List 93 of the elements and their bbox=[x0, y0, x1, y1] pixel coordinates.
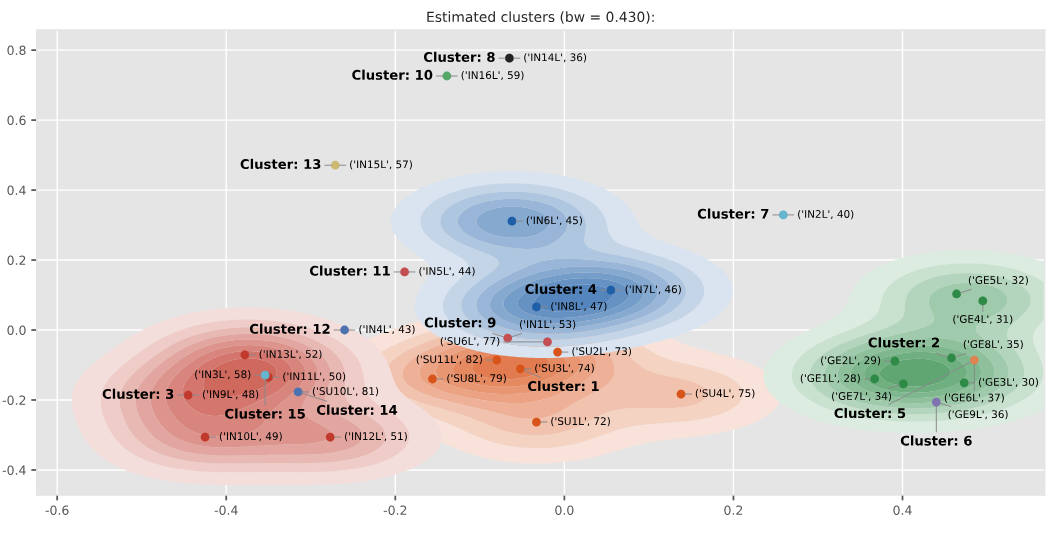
point bbox=[959, 378, 969, 388]
point bbox=[340, 325, 349, 335]
point bbox=[969, 355, 979, 365]
point bbox=[778, 210, 788, 220]
point bbox=[183, 390, 193, 400]
annotation: ('GE4L', 31) bbox=[953, 314, 1013, 325]
x-tick-label: -0.2 bbox=[383, 505, 407, 515]
annotation: Cluster: 1 bbox=[528, 380, 599, 392]
point bbox=[325, 432, 335, 442]
point bbox=[200, 432, 210, 442]
annotation: ('GE9L', 36) bbox=[948, 410, 1008, 420]
x-tick-label: 0.2 bbox=[724, 505, 743, 515]
point bbox=[442, 71, 452, 81]
annotation: ('IN8L', 47) bbox=[551, 301, 607, 312]
annotation: ('SU3L', 74) bbox=[535, 363, 594, 374]
point bbox=[931, 397, 941, 407]
annotation: ('GE1L', 28) bbox=[800, 373, 860, 384]
y-tick-label: -0.2 bbox=[2, 395, 26, 405]
annotation: Cluster: 12 bbox=[249, 323, 330, 334]
point bbox=[400, 267, 409, 277]
annotation: ('GE3L', 30) bbox=[978, 377, 1039, 388]
x-tick-label: -0.4 bbox=[214, 505, 238, 515]
point bbox=[978, 296, 988, 306]
x-tick-label: 0.4 bbox=[893, 505, 912, 515]
point bbox=[952, 289, 961, 299]
annotation: ('GE8L', 35) bbox=[963, 339, 1023, 350]
point bbox=[507, 216, 517, 226]
annotation: ('SU8L', 79) bbox=[447, 373, 506, 384]
annotation: ('IN15L', 57) bbox=[350, 160, 412, 170]
point bbox=[293, 387, 303, 397]
annotation: ('IN2L', 40) bbox=[798, 209, 854, 220]
point bbox=[676, 389, 686, 399]
annotation: ('SU2L', 73) bbox=[572, 347, 631, 357]
point bbox=[553, 347, 562, 357]
annotation: Cluster: 13 bbox=[240, 158, 321, 170]
point bbox=[890, 356, 900, 366]
annotation: ('IN10L', 49) bbox=[219, 432, 282, 442]
annotation: ('IN14L', 36) bbox=[524, 53, 587, 63]
point bbox=[947, 353, 956, 363]
y-tick-label: 0.0 bbox=[7, 325, 26, 335]
annotation: Cluster: 9 bbox=[424, 317, 496, 328]
x-tick-label: -0.6 bbox=[45, 505, 69, 515]
annotation: ('IN13L', 52) bbox=[259, 349, 322, 360]
annotation: ('IN7L', 46) bbox=[625, 285, 681, 295]
annotation: Cluster: 2 bbox=[868, 337, 940, 348]
annotation: Cluster: 7 bbox=[697, 208, 769, 219]
point bbox=[532, 302, 541, 312]
annotation: ('GE2L', 29) bbox=[821, 356, 881, 366]
annotation: ('GE5L', 32) bbox=[968, 275, 1028, 286]
y-tick-label: 0.4 bbox=[7, 185, 26, 195]
annotation: ('IN6L', 45) bbox=[526, 216, 582, 226]
y-tick-label: 0.2 bbox=[7, 255, 26, 265]
chart-title: Estimated clusters (bw = 0.430): bbox=[427, 11, 654, 24]
annotation: ('IN11L', 50) bbox=[283, 372, 346, 382]
annotation: ('SU4L', 75) bbox=[695, 389, 755, 399]
y-tick-label: 0.8 bbox=[7, 45, 26, 56]
annotation: ('IN4L', 43) bbox=[359, 324, 415, 335]
annotation: Cluster: 14 bbox=[316, 404, 398, 415]
annotation: ('GE7L', 34) bbox=[832, 391, 892, 402]
point bbox=[606, 285, 616, 295]
x-tick-label: 0.0 bbox=[555, 505, 574, 515]
annotation: ('SU11L', 82) bbox=[416, 355, 482, 365]
annotation: Cluster: 11 bbox=[309, 265, 390, 276]
annotation: Cluster: 6 bbox=[900, 435, 972, 446]
y-tick-label: -0.4 bbox=[2, 465, 26, 475]
annotation: ('SU1L', 72) bbox=[551, 417, 610, 427]
annotation: ('GE6L', 37) bbox=[944, 393, 1004, 403]
point bbox=[505, 53, 514, 63]
annotation: Cluster: 8 bbox=[423, 51, 495, 62]
annotation: Cluster: 4 bbox=[525, 283, 597, 294]
annotation: ('IN9L', 48) bbox=[202, 390, 259, 400]
point bbox=[516, 364, 525, 374]
annotation: Cluster: 15 bbox=[225, 408, 305, 419]
point bbox=[532, 417, 541, 427]
annotation: ('IN1L', 53) bbox=[520, 320, 576, 330]
point bbox=[330, 160, 340, 170]
y-tick-label: 0.6 bbox=[7, 115, 26, 126]
point bbox=[428, 374, 437, 384]
annotation: ('SU6L', 77) bbox=[440, 336, 500, 347]
annotation: Cluster: 5 bbox=[834, 407, 906, 419]
point bbox=[870, 374, 879, 384]
annotation: Cluster: 3 bbox=[102, 388, 174, 399]
annotation: ('IN3L', 58) bbox=[195, 370, 251, 380]
point bbox=[492, 355, 502, 365]
point bbox=[898, 379, 908, 389]
point bbox=[240, 350, 250, 360]
annotation: ('IN5L', 44) bbox=[419, 266, 475, 277]
annotation: ('IN16L', 59) bbox=[461, 70, 524, 81]
point bbox=[543, 337, 552, 347]
annotation: ('IN12L', 51) bbox=[345, 432, 407, 442]
annotation: ('SU10L', 81) bbox=[312, 386, 379, 397]
point bbox=[260, 370, 270, 380]
annotation: Cluster: 10 bbox=[352, 69, 433, 80]
